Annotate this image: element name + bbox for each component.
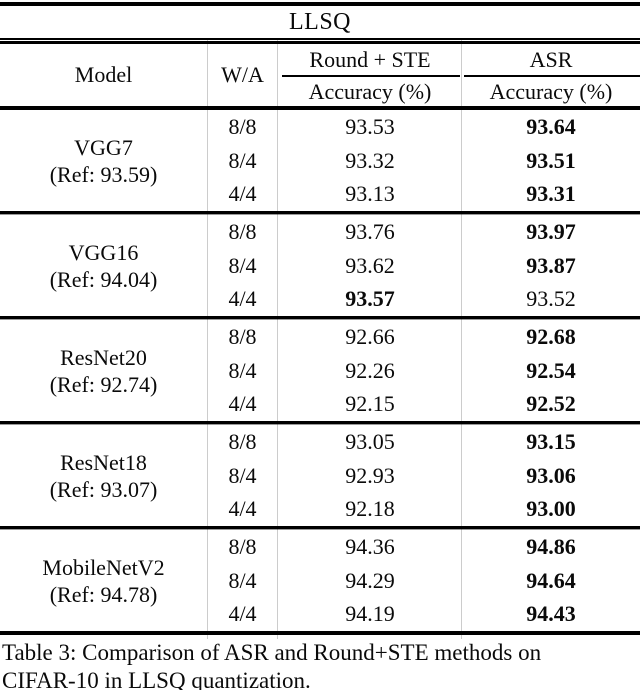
- model-cell: ResNet18 (Ref: 93.07): [0, 425, 207, 526]
- round-ste-value: 94.19: [345, 601, 395, 627]
- asr-value: 93.15: [526, 429, 576, 455]
- wa-cell: 8/8: [228, 113, 257, 139]
- round-ste-value: 92.26: [345, 357, 395, 383]
- model-group-mobilenetv2: MobileNetV2 (Ref: 94.78) 8/8 94.36 94.86…: [0, 530, 640, 631]
- asr-value: 93.87: [526, 252, 576, 278]
- round-ste-value: 92.66: [345, 323, 395, 349]
- round-ste-value: 93.13: [345, 181, 395, 207]
- group-separator-rule: [0, 526, 640, 531]
- asr-value: 92.68: [526, 323, 576, 349]
- wa-cell: 4/4: [228, 496, 257, 522]
- model-cell: MobileNetV2 (Ref: 94.78): [0, 530, 207, 631]
- wa-cell: 8/4: [228, 567, 257, 593]
- table-top-rule: [0, 2, 640, 6]
- group-separator-rule: [0, 211, 640, 216]
- column-separator-line: [461, 40, 462, 639]
- round-ste-value: 94.36: [345, 534, 395, 560]
- table-bottom-rule: [0, 631, 640, 636]
- column-separator-line: [277, 40, 278, 639]
- asr-value: 92.52: [526, 391, 576, 417]
- round-ste-value: 93.32: [345, 147, 395, 173]
- header-round-ste: Round + STE: [309, 46, 431, 72]
- round-ste-value: 93.53: [345, 113, 395, 139]
- model-group-resnet18: ResNet18 (Ref: 93.07) 8/8 93.05 93.15 8/…: [0, 425, 640, 526]
- round-ste-value: 93.76: [345, 218, 395, 244]
- model-cell: VGG16 (Ref: 94.04): [0, 215, 207, 316]
- model-name: VGG7: [74, 134, 133, 160]
- table-caption: Table 3: Comparison of ASR and Round+STE…: [0, 635, 640, 690]
- asr-value: 94.86: [526, 534, 576, 560]
- wa-cell: 8/8: [228, 534, 257, 560]
- round-ste-value: 93.57: [345, 286, 395, 312]
- group-separator-rule: [0, 421, 640, 426]
- table-header: Model W/A Round + STE ASR Accuracy (%) A…: [0, 44, 640, 106]
- model-name: VGG16: [68, 239, 139, 265]
- wa-cell: 4/4: [228, 601, 257, 627]
- model-name: ResNet20: [60, 344, 147, 370]
- wa-cell: 4/4: [228, 391, 257, 417]
- model-group-vgg7: VGG7 (Ref: 93.59) 8/8 93.53 93.64 8/4 93…: [0, 110, 640, 211]
- asr-value: 93.31: [526, 181, 576, 207]
- asr-value: 94.43: [526, 601, 576, 627]
- wa-cell: 8/8: [228, 323, 257, 349]
- wa-cell: 4/4: [228, 286, 257, 312]
- model-ref: (Ref: 93.59): [49, 161, 158, 187]
- asr-value: 94.64: [526, 567, 576, 593]
- caption-line-2: CIFAR-10 in LLSQ quantization.: [2, 668, 311, 690]
- header-wa: W/A: [221, 62, 264, 87]
- model-ref: (Ref: 94.04): [49, 266, 158, 292]
- header-accuracy-asr: Accuracy (%): [489, 78, 613, 104]
- model-cell: ResNet20 (Ref: 92.74): [0, 320, 207, 421]
- wa-cell: 8/4: [228, 252, 257, 278]
- asr-value: 93.00: [526, 496, 576, 522]
- cmidrule-asr: [464, 75, 640, 77]
- wa-cell: 8/4: [228, 462, 257, 488]
- model-cell: VGG7 (Ref: 93.59): [0, 110, 207, 211]
- round-ste-value: 94.29: [345, 567, 395, 593]
- cmidrule-round-ste: [282, 75, 460, 77]
- header-accuracy-round-ste: Accuracy (%): [308, 78, 432, 104]
- model-ref: (Ref: 93.07): [49, 476, 158, 502]
- round-ste-value: 92.18: [345, 496, 395, 522]
- asr-value: 92.54: [526, 357, 576, 383]
- model-name: ResNet18: [60, 449, 147, 475]
- header-model: Model: [74, 62, 133, 87]
- round-ste-value: 93.05: [345, 429, 395, 455]
- wa-cell: 4/4: [228, 181, 257, 207]
- round-ste-value: 92.93: [345, 462, 395, 488]
- model-group-resnet20: ResNet20 (Ref: 92.74) 8/8 92.66 92.68 8/…: [0, 320, 640, 421]
- asr-value: 93.51: [526, 147, 576, 173]
- asr-value: 93.97: [526, 218, 576, 244]
- asr-value: 93.06: [526, 462, 576, 488]
- asr-value: 93.64: [526, 113, 576, 139]
- model-name: MobileNetV2: [42, 554, 165, 580]
- title-divider-thick: [0, 41, 640, 44]
- wa-cell: 8/4: [228, 147, 257, 173]
- caption-line-1: Table 3: Comparison of ASR and Round+STE…: [2, 640, 542, 666]
- asr-value: 93.52: [526, 286, 576, 312]
- table-title: LLSQ: [289, 8, 351, 35]
- header-bottom-rule: [0, 106, 640, 110]
- wa-cell: 8/8: [228, 218, 257, 244]
- round-ste-value: 93.62: [345, 252, 395, 278]
- column-separator-line: [207, 40, 208, 639]
- header-asr: ASR: [529, 46, 573, 72]
- wa-cell: 8/4: [228, 357, 257, 383]
- model-ref: (Ref: 94.78): [49, 581, 158, 607]
- model-ref: (Ref: 92.74): [49, 371, 158, 397]
- wa-cell: 8/8: [228, 429, 257, 455]
- round-ste-value: 92.15: [345, 391, 395, 417]
- model-group-vgg16: VGG16 (Ref: 94.04) 8/8 93.76 93.97 8/4 9…: [0, 215, 640, 316]
- group-separator-rule: [0, 316, 640, 321]
- title-divider-thin: [0, 38, 640, 40]
